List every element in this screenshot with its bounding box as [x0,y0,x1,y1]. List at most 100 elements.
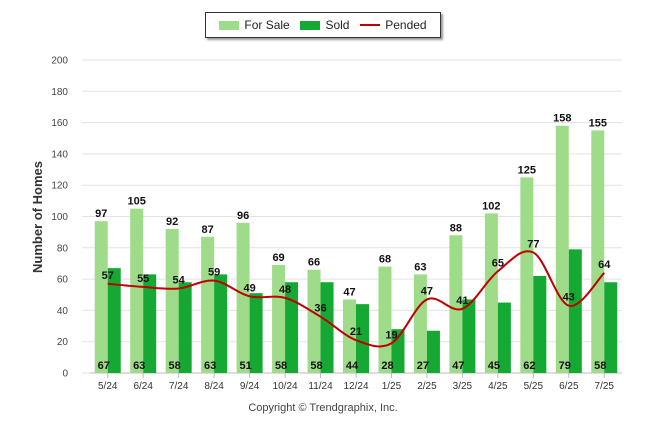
y-axis-title: Number of Homes [30,161,45,273]
label-sold: 58 [310,360,322,372]
label-sold: 58 [594,360,606,372]
bar-sold [604,282,618,373]
label-for-sale: 96 [237,210,249,222]
bar-sold [178,282,192,373]
label-for-sale: 97 [95,208,107,220]
pended-swatch [360,24,381,26]
for-sale-swatch [219,20,240,30]
y-tick-label: 0 [62,369,68,380]
legend: For Sale Sold Pended [205,12,441,38]
bar-sold [107,268,121,373]
label-for-sale: 155 [589,117,607,129]
bar-sold [568,249,582,373]
bars [94,125,618,373]
x-tick-label: 4/25 [488,381,508,392]
y-tick-label: 60 [57,275,69,286]
x-tick-label: 8/24 [204,381,224,392]
bar-for-sale [272,265,286,373]
label-pended: 55 [137,273,149,285]
label-for-sale: 102 [482,200,500,212]
label-for-sale: 66 [308,257,320,269]
bar-sold [320,282,334,373]
label-pended: 48 [279,284,291,296]
label-for-sale: 87 [202,224,214,236]
bar-for-sale [555,125,569,373]
label-pended: 43 [563,292,575,304]
legend-label-for-sale: For Sale [244,18,290,32]
bar-for-sale [130,208,144,373]
label-pended: 59 [208,267,220,279]
bar-sold [356,304,369,373]
label-sold: 28 [381,360,393,372]
y-tick-label: 20 [57,337,69,348]
label-sold: 45 [488,360,500,372]
label-pended: 41 [456,295,468,307]
x-tick-label: 5/24 [98,381,118,392]
y-tick-label: 100 [51,212,68,223]
label-sold: 44 [346,360,359,372]
y-tick-label: 200 [51,56,68,67]
bar-for-sale [378,266,392,373]
y-tick-label: 140 [51,149,68,160]
bar-for-sale [413,274,427,373]
label-pended: 54 [173,274,186,286]
legend-item-sold[interactable]: Sold [300,18,349,32]
bar-for-sale [484,213,498,373]
label-pended: 57 [102,270,114,282]
x-tick-label: 9/24 [240,381,260,392]
legend-item-for-sale[interactable]: For Sale [219,18,290,32]
label-for-sale: 92 [166,216,178,228]
bar-sold [214,274,228,373]
x-tick-label: 3/25 [453,381,473,392]
bar-for-sale [201,236,215,373]
y-tick-label: 80 [57,243,69,254]
label-for-sale: 105 [128,196,146,208]
label-for-sale: 88 [450,222,462,234]
bar-for-sale [307,269,321,373]
legend-label-pended: Pended [385,18,427,32]
x-tick-label: 7/24 [169,381,189,392]
label-pended: 77 [527,238,539,250]
bar-sold [497,302,511,373]
label-sold: 62 [523,360,535,372]
bar-sold [285,282,299,373]
y-tick-label: 180 [51,87,68,98]
bar-sold [249,293,263,373]
label-pended: 19 [385,329,397,341]
label-sold: 79 [559,360,571,372]
label-sold: 63 [204,360,216,372]
x-tick-label: 7/25 [595,381,615,392]
label-for-sale: 47 [343,286,355,298]
x-tick-label: 6/24 [133,381,153,392]
label-pended: 21 [350,326,362,338]
legend-item-pended[interactable]: Pended [360,18,427,32]
legend-label-sold: Sold [325,18,350,32]
label-sold: 47 [452,360,464,372]
label-pended: 36 [314,303,326,315]
bar-for-sale [94,221,108,373]
x-tick-label: 2/25 [417,381,437,392]
label-sold: 51 [239,360,251,372]
x-tick-label: 10/24 [273,381,298,392]
label-for-sale: 158 [553,113,571,125]
bar-for-sale [449,235,463,373]
bar-sold [462,299,476,373]
label-for-sale: 125 [518,164,536,176]
label-pended: 65 [492,257,504,269]
y-axis: 0 20 40 60 80 100 120 140 160 180 200 [51,56,68,380]
x-tick-label: 5/25 [524,381,544,392]
x-axis: 5/24 6/24 7/24 8/24 9/24 10/24 11/24 12/24 1/25 2… [98,373,614,392]
label-sold: 58 [169,360,181,372]
x-tick-label: 1/25 [382,381,402,392]
pended-series-line [107,250,606,348]
bar-for-sale [520,177,534,373]
y-tick-label: 160 [51,118,68,129]
label-sold: 63 [133,360,145,372]
y-tick-label: 120 [51,181,68,192]
label-sold: 67 [98,360,110,372]
pended-line [107,250,606,348]
label-for-sale: 69 [272,252,284,264]
x-tick-label: 12/24 [343,381,368,392]
bar-sold [533,275,547,373]
